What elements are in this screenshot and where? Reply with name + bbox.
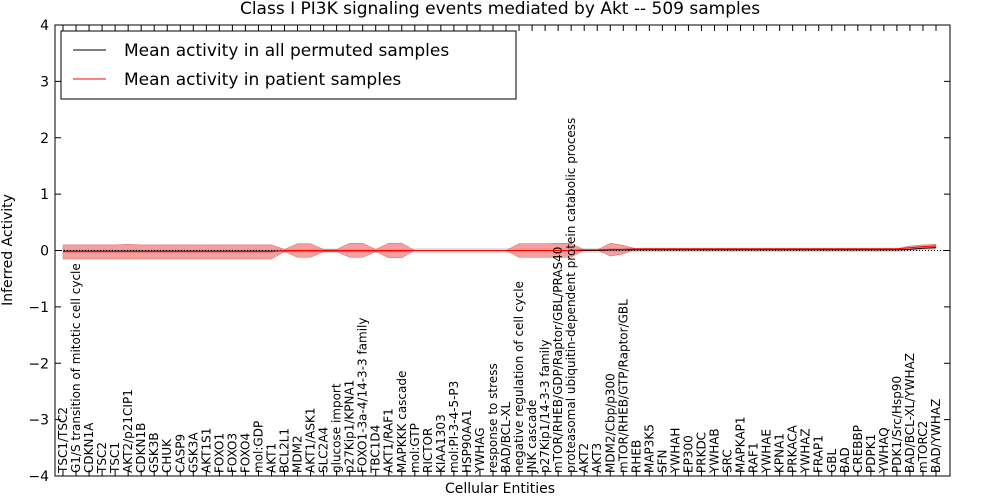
chart-title: Class I PI3K signaling events mediated b… (240, 0, 760, 19)
x-tick-label: YWHAB (708, 428, 722, 474)
x-tick-label: EP300 (681, 435, 695, 473)
x-tick-label: AKT1/RAF1 (382, 408, 396, 473)
x-tick-label: RHEB (629, 440, 643, 473)
x-tick-label: proteasomal ubiquitin-dependent protein … (564, 118, 578, 473)
x-tick-label: BAD/BCL-XL (499, 401, 513, 473)
x-tick-label: BCL2L1 (278, 428, 292, 473)
x-tick-label: negative regulation of cell cycle (512, 281, 526, 473)
y-tick-label: 3 (40, 74, 49, 90)
x-tick-label: BAD/YWHAZ (929, 399, 943, 473)
x-tick-label: mol:PI-3-4-5-P3 (447, 381, 461, 473)
x-tick-label: glucose import (330, 383, 344, 473)
x-tick-label: FOXO1 (212, 433, 226, 473)
x-tick-label: FOXO4 (238, 433, 252, 473)
legend-entry-patient: Mean activity in patient samples (124, 70, 401, 90)
x-tick-label: p27Kip1/KPNA1 (343, 380, 357, 473)
series-line-patient (63, 245, 937, 253)
y-tick-label: −2 (28, 356, 49, 372)
x-tick-label: TSC2 (95, 442, 109, 474)
x-tick-label: SFN (655, 450, 669, 474)
x-tick-label: response to stress (486, 363, 500, 473)
x-tick-label: PDK1/Src/Hsp90 (890, 376, 904, 473)
x-tick-label: FOXO1-3a-4/14-3-3 family (356, 318, 370, 474)
x-tick-label: YWHAH (668, 428, 682, 474)
x-tick-label: CDKN1A (82, 422, 96, 473)
y-tick-label: −3 (28, 413, 49, 429)
x-tick-label: HSP90AA1 (460, 409, 474, 473)
x-tick-label: JNK cascade (525, 400, 539, 474)
x-tick-label: BAD (838, 447, 852, 473)
x-tick-label: p27Kip1/14-3-3 family (538, 340, 552, 473)
y-tick-label: 2 (40, 131, 49, 147)
x-tick-label: MAPKKK cascade (395, 371, 409, 473)
legend: Mean activity in all permuted samples Me… (60, 30, 517, 100)
x-tick-label: AKT2/p21CIP1 (121, 389, 135, 473)
x-tick-label: RAF1 (747, 442, 761, 473)
y-axis: 4 3 2 1 0 −1 −2 −3 −4 (28, 18, 950, 485)
x-axis-label: Cellular Entities (445, 481, 555, 497)
x-tick-label: TSC1/TSC2 (56, 407, 70, 474)
x-tick-label: mTOR/RHEB/GDP/Raptor/GBL/PRAS40 (551, 247, 565, 473)
y-tick-label: 0 (40, 244, 49, 260)
x-tick-label: AKT1S1 (199, 428, 213, 473)
legend-entry-permuted: Mean activity in all permuted samples (124, 41, 449, 61)
series-lines (63, 245, 937, 253)
x-axis: TSC1/TSC2 G1/S transition of mitotic cell… (56, 25, 943, 476)
y-axis-label: Inferred Activity (0, 194, 16, 306)
x-tick-label: YWHAZ (799, 428, 813, 474)
x-tick-label: GSK3B (147, 432, 161, 473)
x-tick-label: MDM2/Cbp/p300 (603, 373, 617, 473)
x-tick-label: MDM2 (291, 435, 305, 473)
x-tick-label: AKT1/ASK1 (304, 408, 318, 473)
x-tick-label: RICTOR (421, 428, 435, 473)
x-tick-label: CHUK (160, 438, 174, 473)
x-tick-label: AKT3 (590, 443, 604, 473)
x-tick-label: FOXO3 (225, 433, 239, 473)
x-tick-label: TBC1D4 (369, 425, 383, 474)
x-tick-label: SLC2A4 (317, 427, 331, 473)
x-tick-label: PRKDC (695, 432, 709, 473)
x-tick-label: PRKACA (786, 424, 800, 473)
x-tick-label: KIAA1303 (434, 414, 448, 473)
x-tick-label: MAPKAP1 (734, 416, 748, 473)
x-tick-label: YWHAQ (877, 427, 891, 474)
x-tick-label: CASP9 (173, 434, 187, 473)
x-tick-label: CDKN1B (134, 423, 148, 473)
x-tick-label: mol:GDP (251, 421, 265, 473)
legend-box (60, 30, 517, 100)
plot-area (54, 24, 951, 477)
x-tick-label: AKT2 (577, 443, 591, 473)
x-tick-label: FRAP1 (812, 435, 826, 473)
x-tick-label: SRC (721, 449, 735, 473)
x-tick-label: MAP3K5 (642, 424, 656, 473)
x-tick-label: TSC1 (108, 442, 122, 474)
x-tick-label: AKT1 (265, 443, 279, 473)
x-tick-label: BAD/BCL-XL/YWHAZ (903, 353, 917, 473)
x-tick-label: GBL (825, 448, 839, 473)
x-tick-label: mol:GTP (408, 423, 422, 473)
y-tick-label: −1 (28, 300, 49, 316)
x-tick-label: KPNA1 (773, 433, 787, 473)
x-tick-label: mTOR/RHEB/GTP/Raptor/GBL (616, 299, 630, 473)
x-tick-label: GSK3A (186, 432, 200, 473)
y-tick-label: −4 (28, 469, 49, 485)
x-tick-label: YWHAG (473, 427, 487, 474)
y-tick-label: 4 (40, 18, 49, 34)
x-tick-label: PDPK1 (864, 434, 878, 473)
x-tick-label: mTORC2 (916, 421, 930, 473)
x-tick-label: CREBBP (851, 425, 865, 473)
y-tick-label: 1 (40, 187, 49, 203)
x-tick-label: YWHAE (760, 429, 774, 474)
x-tick-label: G1/S transition of mitotic cell cycle (69, 263, 83, 473)
